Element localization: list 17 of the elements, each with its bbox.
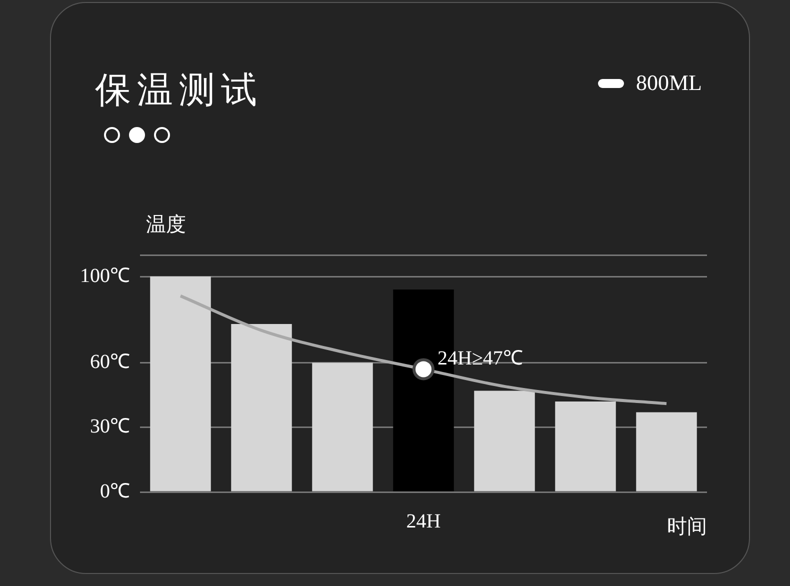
legend-label: 800ML	[636, 70, 702, 96]
bar	[555, 402, 616, 492]
line-series	[179, 294, 668, 406]
bar	[636, 412, 697, 492]
bar	[231, 324, 292, 492]
y-tick-label: 60℃	[90, 350, 130, 373]
y-axis-title: 温度	[146, 212, 186, 236]
bar	[150, 276, 211, 492]
y-tick-label: 0℃	[100, 480, 130, 502]
y-tick-label: 30℃	[90, 416, 130, 438]
chart-title: 保温测试	[95, 69, 263, 113]
annotation: 24H≥47℃	[438, 347, 523, 370]
x-tick-label: 24H	[406, 510, 441, 532]
x-axis-title: 时间	[667, 514, 707, 538]
bar	[474, 390, 535, 492]
bar	[312, 362, 373, 492]
y-tick-label: 100℃	[80, 264, 130, 287]
